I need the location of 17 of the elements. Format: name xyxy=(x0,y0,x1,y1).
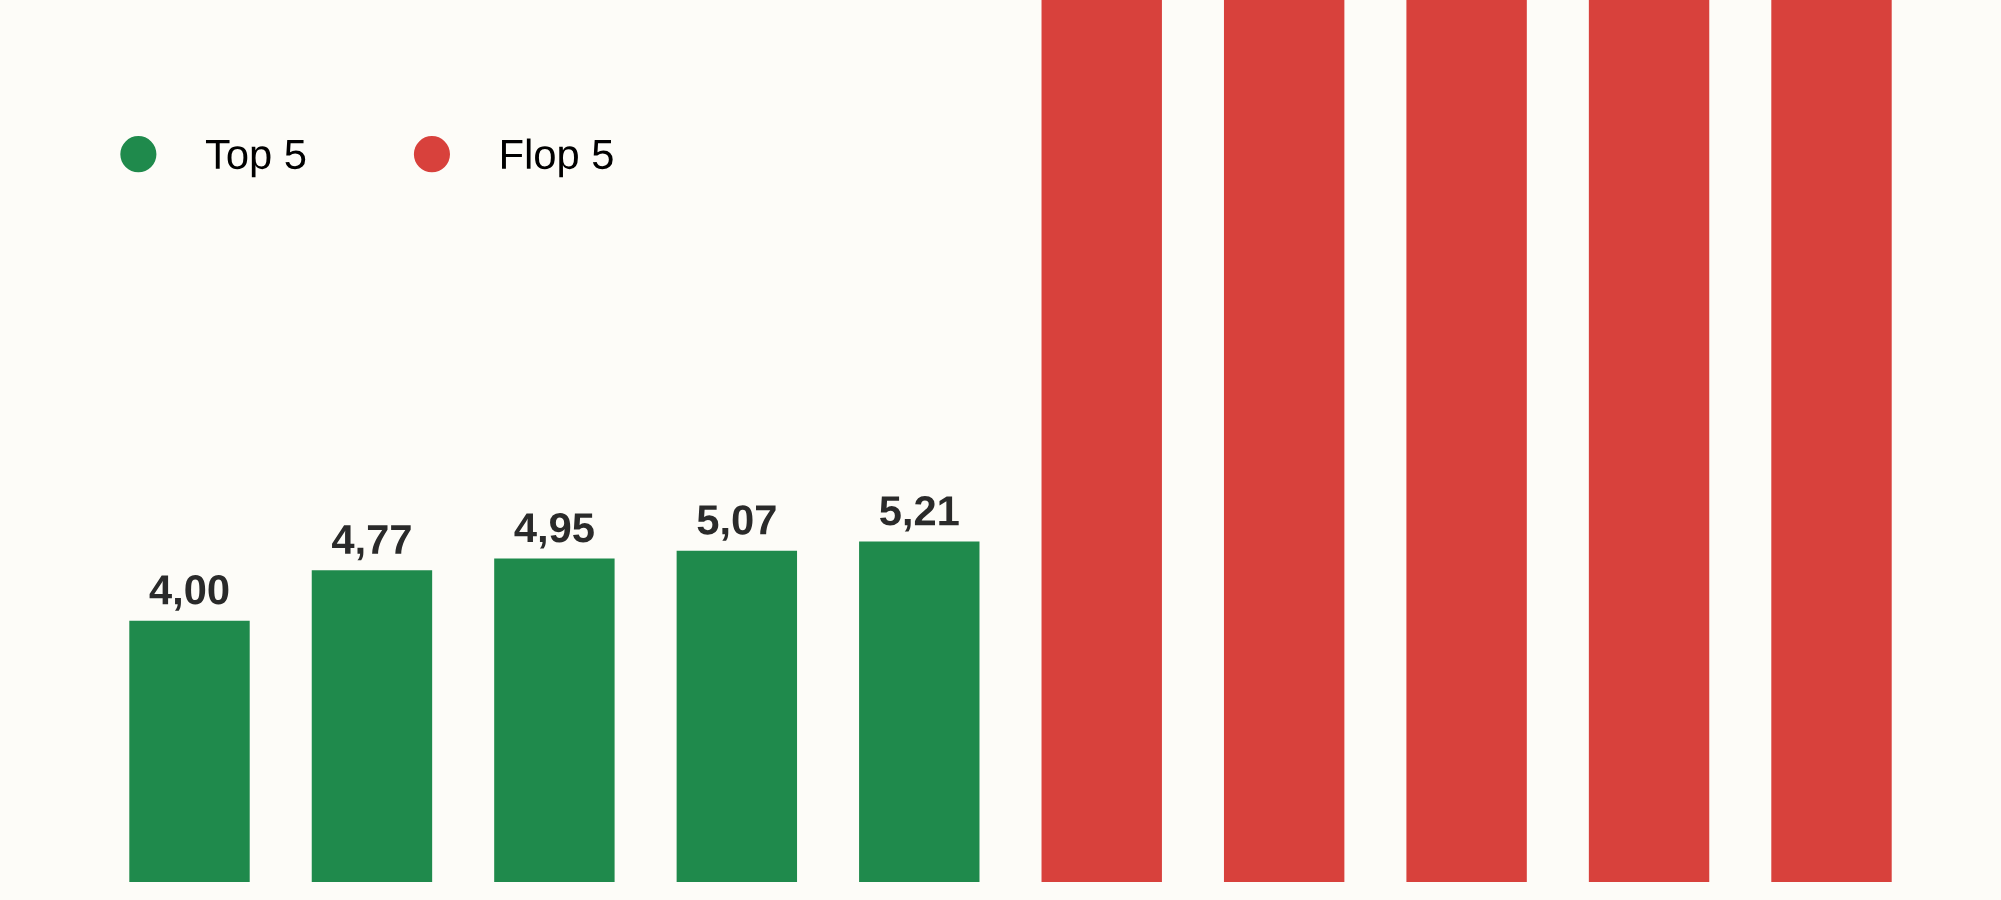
data-label: 5,21 xyxy=(880,496,959,532)
data-label: 4,00 xyxy=(149,575,229,611)
bar xyxy=(494,558,615,882)
bar xyxy=(1771,0,1892,882)
data-label: 4,95 xyxy=(514,513,594,549)
legend-label: Flop 5 xyxy=(502,138,613,178)
bar xyxy=(311,570,433,882)
bar xyxy=(129,620,250,882)
data-label: 5,07 xyxy=(697,505,776,541)
bar xyxy=(1041,0,1162,882)
data-label: 4,77 xyxy=(332,525,411,561)
bar xyxy=(859,541,980,882)
bar xyxy=(1406,0,1527,882)
bar xyxy=(1223,0,1345,882)
bar xyxy=(1588,0,1710,882)
bar xyxy=(676,550,798,882)
legend-label: Top 5 xyxy=(205,140,306,178)
